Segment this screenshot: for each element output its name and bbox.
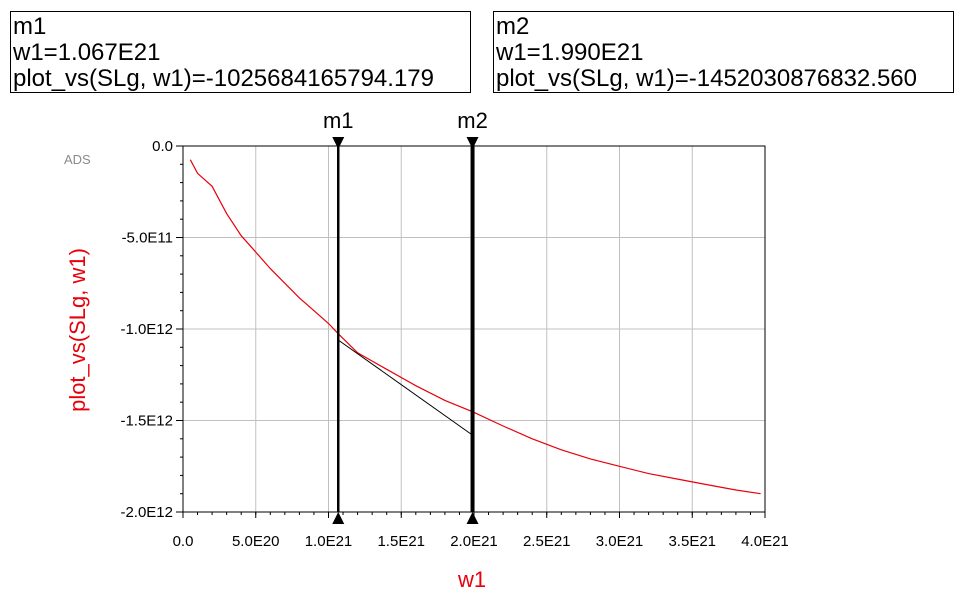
marker-readout-m2: m2 w1=1.990E21 plot_vs(SLg, w1)=-1452030… (493, 11, 954, 93)
marker-name: m1 (13, 13, 47, 40)
y-tick-label: -1.0E12 (120, 321, 173, 338)
marker-x-value: w1=1.990E21 (496, 39, 644, 66)
marker-label-m2: m2 (457, 108, 488, 133)
x-tick-label: 5.0E20 (232, 533, 280, 550)
marker-bottom-arrow-m1 (332, 512, 345, 524)
marker-label-m1: m1 (323, 108, 354, 133)
x-tick-label: 3.5E21 (668, 533, 716, 550)
x-axis-label: w1 (457, 567, 486, 592)
marker-top-arrow-m1 (332, 137, 345, 149)
series-line-trace (189, 159, 761, 495)
x-tick-label: 2.0E21 (450, 533, 498, 550)
x-tick-label: 4.0E21 (741, 533, 789, 550)
axis-ticks: 0.0 5.0E20 1.0E21 1.5E21 2.0E21 2.5E21 3.0E21 3… (120, 138, 788, 550)
series-layer (189, 159, 761, 495)
marker-top-arrow-m2 (466, 137, 479, 149)
x-tick-label: 2.5E21 (523, 533, 571, 550)
marker-y-value: plot_vs(SLg, w1)=-1025684165794.179 (13, 65, 434, 92)
x-tick-label: 3.0E21 (596, 533, 644, 550)
marker-readout-m1: m1 w1=1.067E21 plot_vs(SLg, w1)=-1025684… (10, 11, 471, 93)
marker-name: m2 (496, 13, 530, 40)
y-tick-label: -1.5E12 (120, 413, 173, 430)
series-line-secant (337, 339, 473, 436)
y-tick-label: -2.0E12 (120, 504, 173, 521)
ads-watermark: ADS (64, 152, 91, 167)
x-tick-label: 1.0E21 (305, 533, 353, 550)
y-tick-label: -5.0E11 (122, 230, 173, 247)
x-tick-label: 1.5E21 (377, 533, 425, 550)
marker-y-value: plot_vs(SLg, w1)=-1452030876832.560 (496, 65, 917, 92)
x-tick-label: 0.0 (173, 533, 194, 550)
y-axis-label: plot_vs(SLg, w1) (65, 248, 90, 412)
marker-x-value: w1=1.067E21 (13, 39, 161, 66)
y-tick-label: 0.0 (152, 138, 173, 155)
marker-layer: m1 m2 (323, 108, 488, 524)
marker-bottom-arrow-m2 (466, 512, 479, 524)
